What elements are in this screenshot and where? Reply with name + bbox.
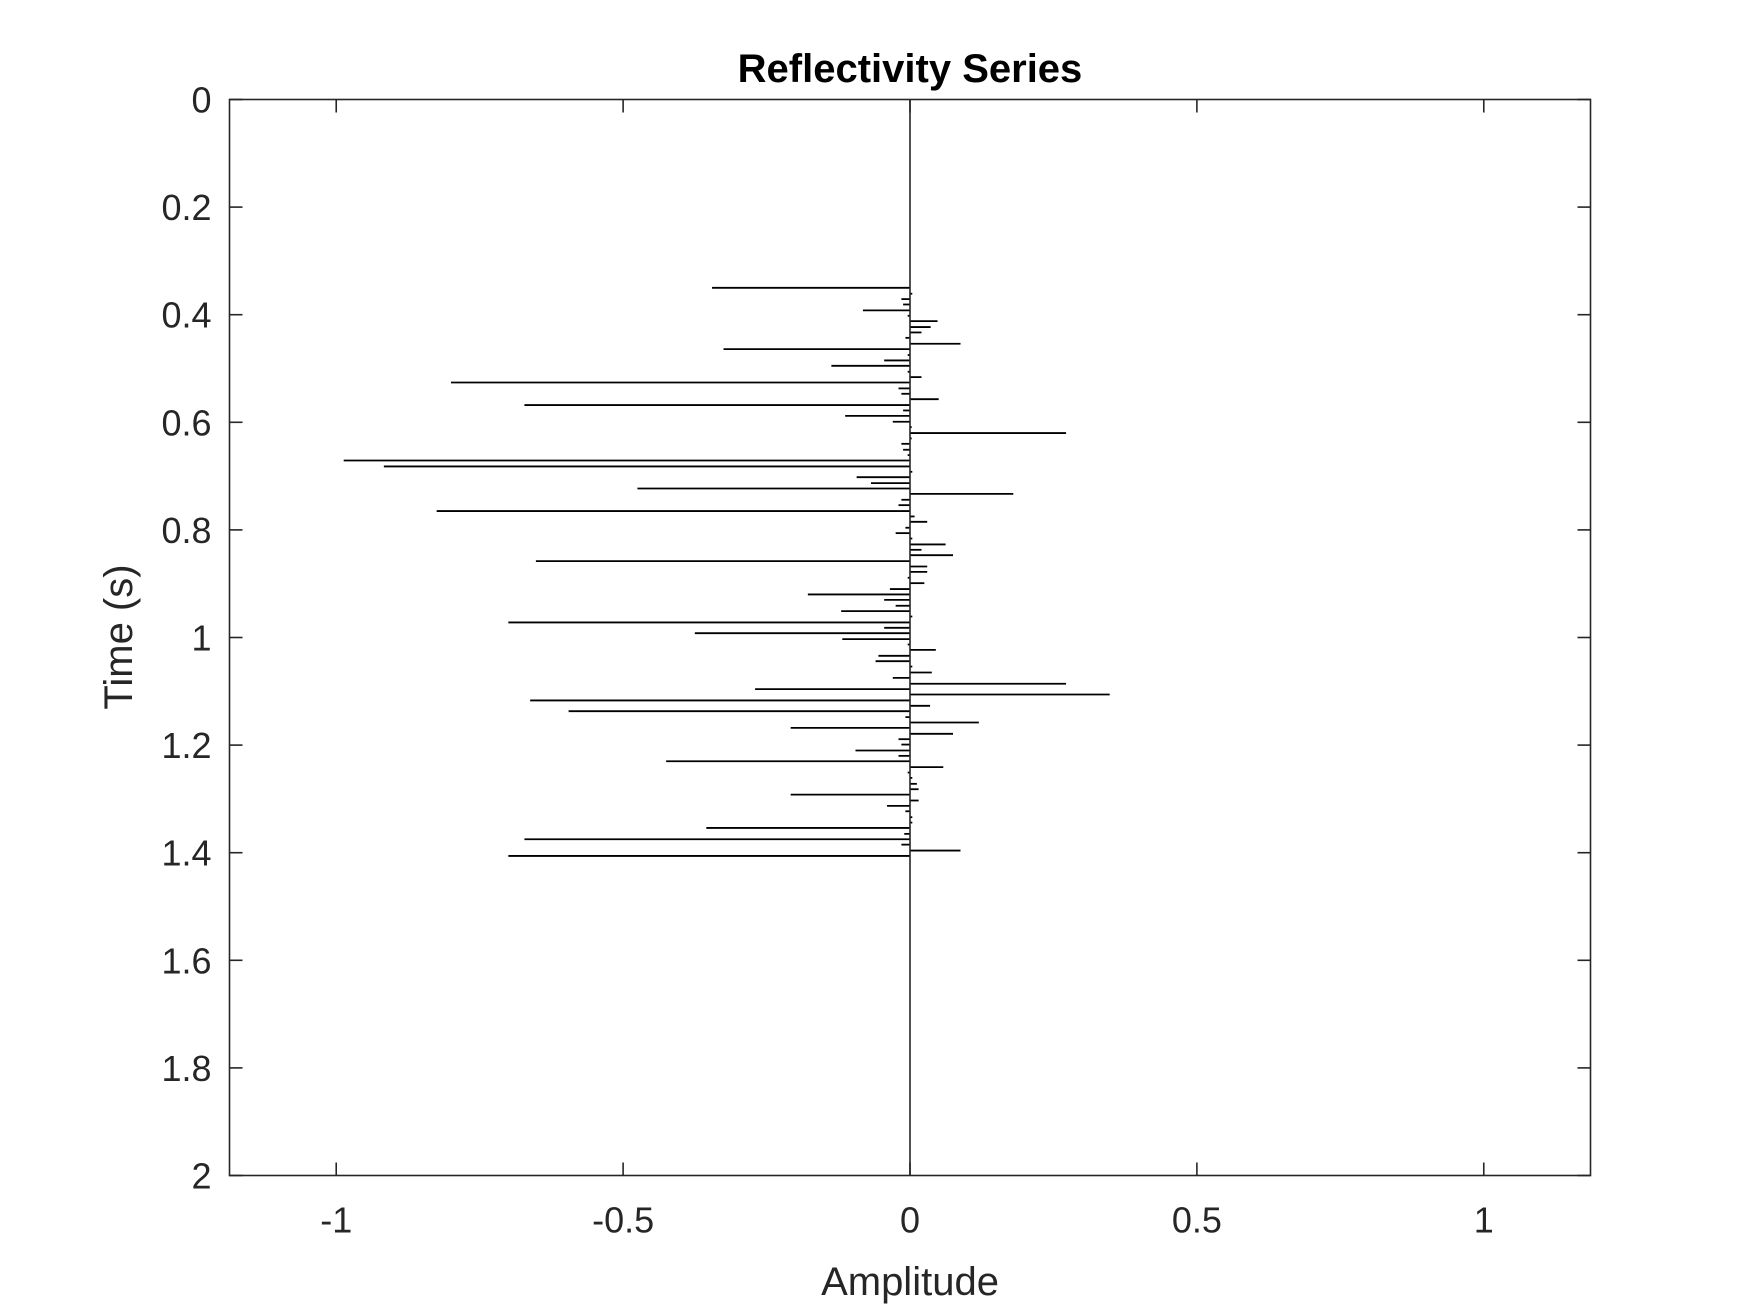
xtick-label-1: -0.5 — [592, 1200, 654, 1241]
axes-box — [228, 98, 1592, 1177]
ytick-label-4: 0.8 — [161, 510, 211, 551]
ytick-label-3: 0.6 — [161, 402, 211, 443]
ytick-label-7: 1.4 — [161, 833, 211, 874]
ytick-label-2: 0.4 — [161, 295, 211, 336]
ytick-label-9: 1.8 — [161, 1048, 211, 1089]
xtick-label-2: 0 — [900, 1200, 920, 1241]
xtick-label-0: -1 — [320, 1200, 352, 1241]
x-axis-label: Amplitude — [821, 1260, 999, 1304]
ytick-label-5: 1 — [191, 618, 211, 659]
ytick-label-0: 0 — [191, 80, 211, 121]
chart-title: Reflectivity Series — [738, 47, 1083, 91]
y-tick-labels: 0 0.2 0.4 0.6 0.8 1 1.2 1.4 1.6 1.8 2 — [161, 80, 211, 1197]
x-tick-labels: -1 -0.5 0 0.5 1 — [320, 1200, 1494, 1241]
xtick-label-3: 0.5 — [1172, 1200, 1222, 1241]
stem-series — [343, 286, 1110, 857]
xtick-label-4: 1 — [1474, 1200, 1494, 1241]
ytick-label-1: 0.2 — [161, 187, 211, 228]
ytick-label-10: 2 — [191, 1156, 211, 1197]
y-axis-label: Time (s) — [97, 564, 141, 709]
ytick-label-6: 1.2 — [161, 725, 211, 766]
ytick-label-8: 1.6 — [161, 940, 211, 981]
